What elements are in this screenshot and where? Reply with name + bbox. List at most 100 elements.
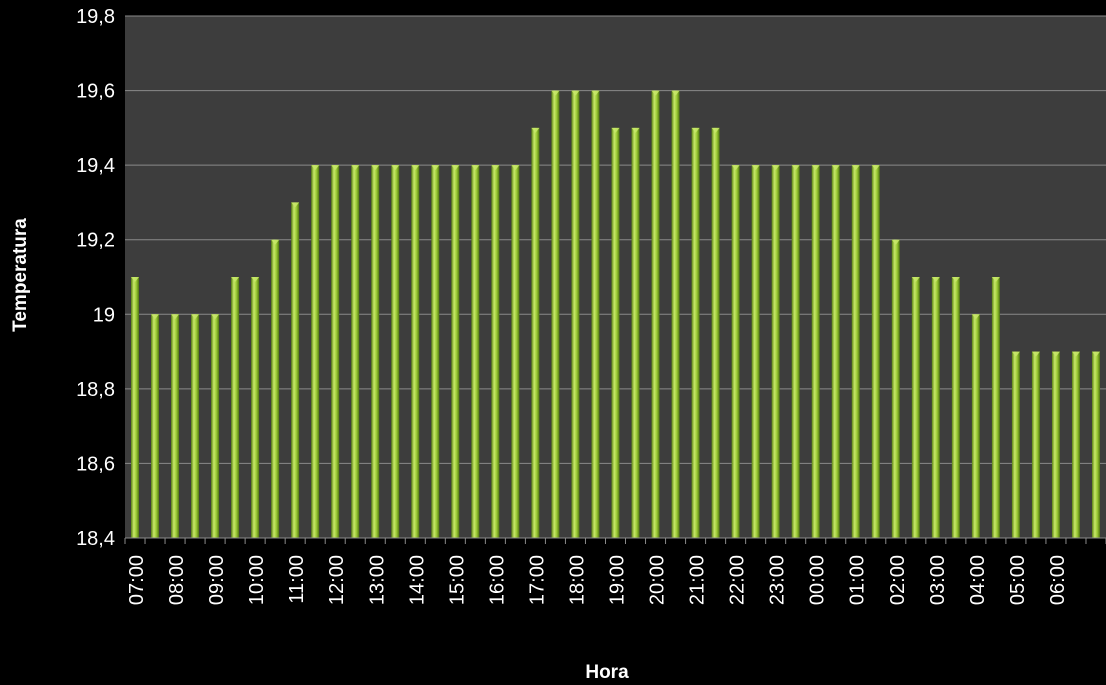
bar-cap	[711, 127, 720, 133]
x-tick-label: 10:00	[246, 555, 268, 605]
bar-body	[711, 127, 720, 538]
bar-body	[991, 277, 1000, 538]
bar	[451, 165, 460, 538]
bar-cap	[251, 277, 260, 282]
bar	[751, 165, 760, 538]
bar-cap	[631, 127, 640, 133]
bar	[711, 127, 720, 538]
bar-cap	[811, 165, 820, 171]
bar	[1011, 351, 1020, 538]
bar-body	[1011, 351, 1020, 538]
x-tick-label: 08:00	[166, 555, 188, 605]
bar	[371, 165, 380, 538]
bar	[811, 165, 820, 538]
x-tick-label: 06:00	[1047, 555, 1069, 605]
bar-cap	[211, 314, 220, 320]
bar	[151, 314, 160, 538]
bar	[171, 314, 180, 538]
bar	[571, 90, 580, 539]
x-tick-label: 01:00	[847, 555, 869, 605]
bar-body	[611, 127, 620, 538]
bar-body	[1071, 351, 1080, 538]
x-tick-label: 20:00	[647, 555, 669, 605]
bar-body	[291, 202, 300, 538]
bar	[551, 90, 560, 539]
bar	[831, 165, 840, 538]
bar	[391, 165, 400, 538]
bar-cap	[331, 165, 340, 171]
bar-cap	[651, 90, 660, 96]
bar-body	[471, 165, 480, 538]
x-tick-label: 13:00	[366, 555, 388, 605]
bar-cap	[231, 277, 240, 282]
bar-body	[971, 314, 980, 538]
x-tick-label: 14:00	[406, 555, 428, 605]
bar	[291, 202, 300, 538]
bar-body	[1091, 351, 1100, 538]
bar-cap	[611, 127, 620, 133]
bar	[231, 277, 240, 538]
bar	[1071, 351, 1080, 538]
bar	[691, 127, 700, 538]
bar-body	[491, 165, 500, 538]
bar-body	[851, 165, 860, 538]
bar-cap	[271, 239, 280, 245]
x-tick-label: 21:00	[687, 555, 709, 605]
bar	[871, 165, 880, 538]
bar-body	[751, 165, 760, 538]
bar	[351, 165, 360, 538]
bar	[931, 277, 940, 538]
bar	[511, 165, 520, 538]
bar	[911, 277, 920, 538]
bar-body	[231, 277, 240, 538]
bar-cap	[791, 165, 800, 171]
bar-body	[411, 165, 420, 538]
x-tick-label: 07:00	[126, 555, 148, 605]
bar-body	[951, 277, 960, 538]
x-tick-label: 09:00	[206, 555, 228, 605]
y-tick-label: 18,4	[76, 528, 115, 550]
y-tick-label: 19,8	[76, 6, 115, 28]
bar-body	[691, 127, 700, 538]
bar-cap	[511, 165, 520, 171]
bar-body	[151, 314, 160, 538]
bar-cap	[931, 277, 940, 282]
bar	[471, 165, 480, 538]
bar-body	[671, 90, 680, 539]
bar-body	[791, 165, 800, 538]
bar	[891, 239, 900, 538]
bar	[431, 165, 440, 538]
bar	[131, 277, 140, 538]
x-tick-label: 03:00	[927, 555, 949, 605]
y-tick-label: 18,8	[76, 379, 115, 401]
bar-body	[571, 90, 580, 539]
bar-cap	[971, 314, 980, 320]
bar-body	[211, 314, 220, 538]
bar-body	[251, 277, 260, 538]
x-tick-label: 17:00	[526, 555, 548, 605]
bar-cap	[371, 165, 380, 171]
bar-body	[451, 165, 460, 538]
y-tick-label: 18,6	[76, 453, 115, 475]
bar	[651, 90, 660, 539]
bar-cap	[391, 165, 400, 171]
bar-cap	[1051, 351, 1060, 357]
bar	[971, 314, 980, 538]
bar-body	[891, 239, 900, 538]
bar	[851, 165, 860, 538]
bar-body	[811, 165, 820, 538]
bar	[591, 90, 600, 539]
x-axis-title: Hora	[585, 662, 629, 683]
bar	[311, 165, 320, 538]
x-tick-label: 11:00	[286, 555, 308, 604]
bar-body	[311, 165, 320, 538]
bar	[191, 314, 200, 538]
x-tick-label: 16:00	[486, 555, 508, 605]
bar	[331, 165, 340, 538]
x-tick-label: 15:00	[446, 555, 468, 605]
bar-body	[171, 314, 180, 538]
bar-cap	[951, 277, 960, 282]
bar-cap	[751, 165, 760, 171]
bar-body	[551, 90, 560, 539]
